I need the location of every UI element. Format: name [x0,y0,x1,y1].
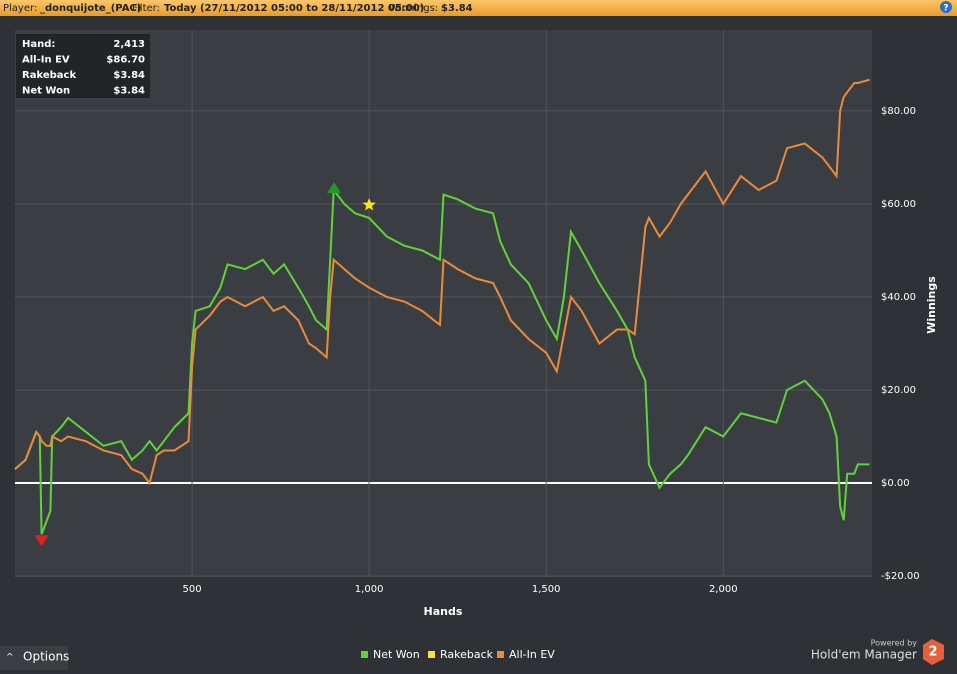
y-tick-label: $80.00 [881,106,916,117]
legend-label: Rakeback [440,648,494,661]
header-bar [0,0,957,16]
header-filter: Today (27/11/2012 05:00 to 28/11/2012 05… [164,3,424,14]
series-line [14,187,870,535]
legend: Net Won Rakeback All-In EV [361,648,555,661]
info-label: Net Won [22,86,70,97]
x-axis-label: Hands [424,605,463,618]
legend-swatch [497,651,504,658]
info-label: All-In EV [22,55,70,66]
y-tick-label: -$20.00 [881,571,920,582]
header-winnings-label: Winnings: [389,3,438,14]
brand-logo [923,639,944,665]
legend-swatch [428,651,435,658]
plot-area [15,30,872,577]
brand: Hold'em Manager [811,648,917,662]
series-line [14,78,870,486]
legend-label: All-In EV [509,648,555,661]
x-tick-label: 500 [183,584,202,595]
header-player: _donquijote_(PAC) [40,3,141,14]
options-button[interactable] [0,646,68,670]
y-tick-label: $40.00 [881,292,916,303]
x-tick-label: 2,000 [709,584,738,595]
header-filter-label: Filter: [132,3,160,14]
help-icon[interactable]: ? [943,4,948,14]
x-tick-label: 1,500 [532,584,561,595]
y-tick-label: $20.00 [881,385,916,396]
info-value: 2,413 [113,39,145,50]
plot [14,30,872,577]
info-value: $86.70 [106,55,145,66]
legend-swatch [361,651,368,658]
y-axis-label: Winnings [925,276,938,334]
info-value: $3.84 [113,86,145,97]
marker [327,182,342,194]
options-label[interactable]: Options [23,650,69,664]
options-caret[interactable]: ^ [6,653,14,663]
info-label: Hand: [22,39,55,50]
info-rows: Hand: 2,413 All-In EV $86.70 Rakeback $3.84 Ne… [22,39,145,97]
y-tick-label: $0.00 [881,478,910,489]
info-value: $3.84 [113,70,145,81]
marker [362,197,376,211]
info-box [16,34,150,98]
x-tick-label: 1,000 [355,584,384,595]
powered-by: Powered by [871,639,918,648]
header-player-label: Player: [3,3,37,14]
y-tick-label: $60.00 [881,199,916,210]
brand-version: 2 [928,645,937,660]
legend-label: Net Won [373,648,420,661]
marker [34,535,49,547]
info-label: Rakeback [22,70,76,81]
help-button[interactable] [940,1,952,13]
header-winnings: $3.84 [441,3,473,14]
